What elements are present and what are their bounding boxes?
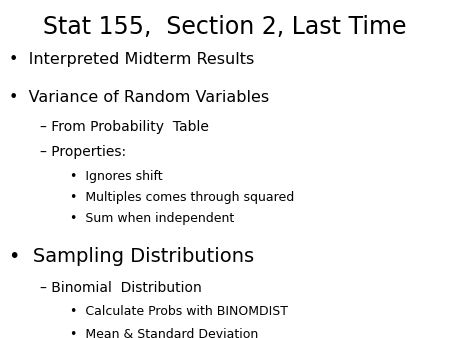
Text: – Binomial  Distribution: – Binomial Distribution (40, 281, 202, 295)
Text: – Properties:: – Properties: (40, 145, 126, 159)
Text: •  Ignores shift: • Ignores shift (70, 170, 162, 183)
Text: •  Mean & Standard Deviation: • Mean & Standard Deviation (70, 328, 258, 338)
Text: •  Interpreted Midterm Results: • Interpreted Midterm Results (9, 52, 254, 67)
Text: Stat 155,  Section 2, Last Time: Stat 155, Section 2, Last Time (43, 15, 407, 39)
Text: •  Multiples comes through squared: • Multiples comes through squared (70, 191, 294, 204)
Text: •  Sum when independent: • Sum when independent (70, 212, 234, 225)
Text: •  Variance of Random Variables: • Variance of Random Variables (9, 90, 269, 104)
Text: •  Sampling Distributions: • Sampling Distributions (9, 247, 254, 266)
Text: •  Calculate Probs with BINOMDIST: • Calculate Probs with BINOMDIST (70, 305, 288, 318)
Text: – From Probability  Table: – From Probability Table (40, 120, 209, 134)
